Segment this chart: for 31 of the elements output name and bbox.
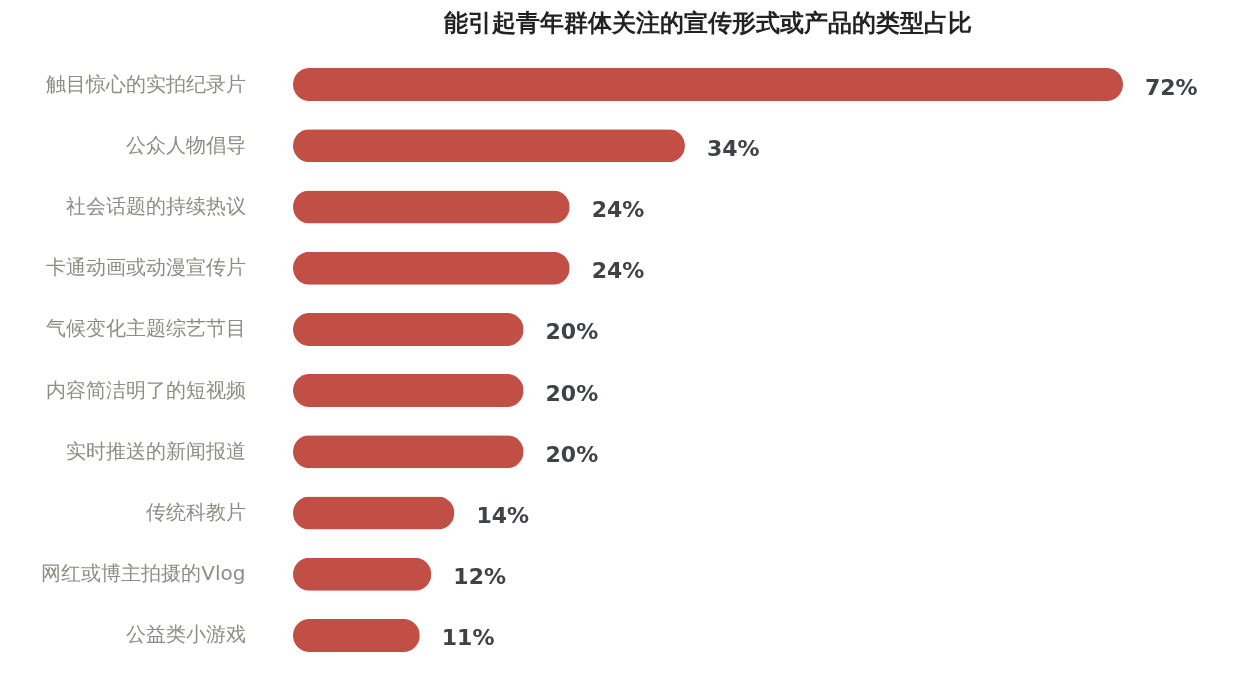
bar — [293, 312, 524, 346]
data-label: 34% — [706, 135, 760, 161]
bar — [293, 68, 1123, 102]
bar — [293, 435, 524, 469]
y-tick-label: 公众人物倡导 — [125, 132, 246, 157]
y-tick-label: 传统科教片 — [145, 500, 246, 524]
y-tick-label: 公益类小游戏 — [125, 622, 246, 647]
y-tick-label: 触目惊心的实拍纪录片 — [45, 71, 246, 96]
y-tick-label: 卡通动画或动漫宣传片 — [45, 255, 246, 280]
bar — [293, 251, 570, 285]
bar — [293, 496, 455, 530]
data-label: 12% — [453, 564, 507, 590]
data-label: 72% — [1145, 74, 1198, 100]
data-label: 20% — [545, 319, 599, 345]
bar — [293, 618, 420, 652]
data-label: 24% — [591, 197, 645, 222]
data-label: 14% — [476, 503, 530, 528]
bar — [293, 557, 432, 591]
bar — [293, 129, 685, 163]
y-tick-label: 气候变化主题综艺节目 — [45, 316, 246, 341]
data-label: 11% — [441, 625, 495, 651]
y-tick-label: 社会话题的持续热议 — [65, 194, 246, 218]
data-label: 20% — [545, 380, 599, 406]
y-tick-label: 内容简洁明了的短视频 — [45, 377, 246, 402]
chart-title: 能引起青年群体关注的宣传形式或产品的类型占比 — [444, 9, 972, 37]
data-label: 24% — [591, 258, 645, 284]
bar — [293, 190, 570, 224]
bar — [293, 374, 524, 408]
data-label: 20% — [545, 441, 599, 467]
y-tick-label: 实时推送的新闻报道 — [65, 438, 246, 463]
y-tick-label: 网红或博主拍摄的Vlog — [41, 561, 246, 586]
